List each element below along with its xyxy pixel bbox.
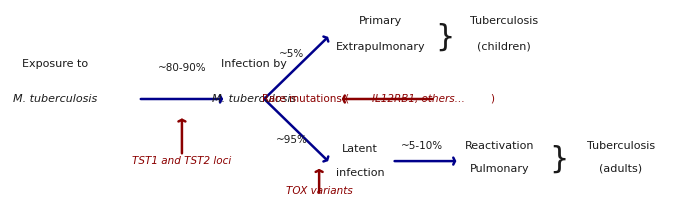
Text: }: } — [550, 145, 569, 174]
Text: Pulmonary: Pulmonary — [470, 164, 529, 174]
Text: (children): (children) — [477, 42, 531, 52]
Text: ~95%: ~95% — [276, 135, 307, 145]
Text: M. tuberculosis: M. tuberculosis — [13, 94, 97, 104]
Text: ~80-90%: ~80-90% — [158, 63, 206, 73]
Text: Latent: Latent — [342, 145, 378, 154]
Text: Tuberculosis: Tuberculosis — [470, 16, 538, 26]
Text: }: } — [435, 22, 454, 51]
Text: TST1 and TST2 loci: TST1 and TST2 loci — [132, 156, 232, 166]
Text: ): ) — [490, 94, 494, 104]
Text: ~5%: ~5% — [279, 49, 304, 59]
Text: infection: infection — [336, 168, 384, 178]
Text: Tuberculosis: Tuberculosis — [587, 141, 655, 150]
Text: IL12RB1, others…: IL12RB1, others… — [372, 94, 466, 104]
Text: TOX variants: TOX variants — [286, 186, 353, 196]
Text: M. tuberculosis: M. tuberculosis — [212, 94, 296, 104]
Text: ~5-10%: ~5-10% — [401, 141, 443, 150]
Text: Reactivation: Reactivation — [465, 141, 534, 150]
Text: Exposure to: Exposure to — [22, 59, 88, 69]
Text: Primary: Primary — [359, 16, 402, 26]
Text: Extrapulmonary: Extrapulmonary — [336, 42, 426, 52]
Text: Rare mutations (: Rare mutations ( — [262, 94, 349, 104]
Text: (adults): (adults) — [599, 164, 643, 174]
Text: Infection by: Infection by — [221, 59, 287, 69]
